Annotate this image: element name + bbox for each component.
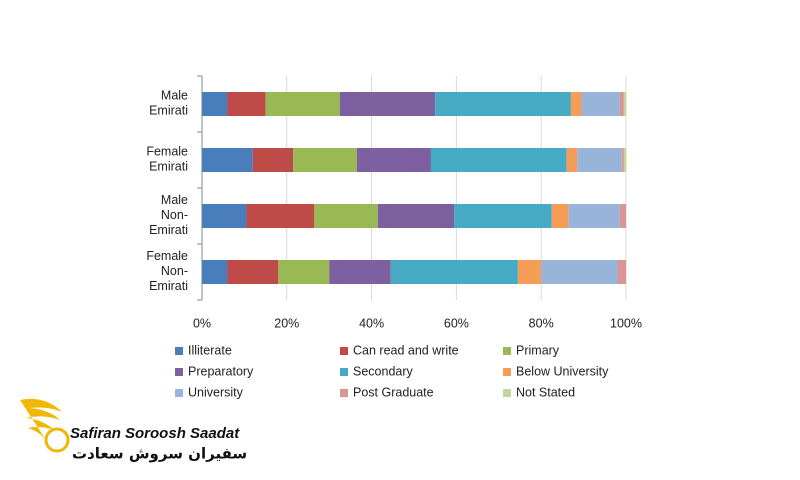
bar-segment: [252, 148, 294, 172]
bar-segment: [202, 204, 247, 228]
y-tick-label: Female Emirati: [146, 145, 188, 174]
legend-swatch: [175, 389, 183, 397]
legend-label: University: [188, 385, 244, 399]
x-tick-label: 80%: [529, 316, 554, 330]
bar-segment: [623, 148, 626, 172]
bar-segment: [623, 92, 626, 116]
logo-persian: سفیران سروش سعادت: [72, 445, 247, 463]
bar-segment: [577, 148, 622, 172]
legend-swatch: [503, 347, 511, 355]
legend-swatch: [340, 347, 348, 355]
bar-segment: [454, 204, 552, 228]
bar-segment: [581, 92, 620, 116]
logo-ring: [44, 427, 70, 453]
bar-segment: [227, 92, 266, 116]
bar-segment: [435, 92, 571, 116]
legend-swatch: [175, 347, 183, 355]
x-tick-label: 60%: [444, 316, 469, 330]
bar-segment: [619, 204, 626, 228]
bar-segment: [570, 92, 582, 116]
bar-segment: [339, 92, 436, 116]
bar-segment: [356, 148, 431, 172]
legend-label: Post Graduate: [353, 385, 434, 399]
legend-swatch: [503, 368, 511, 376]
bar-segment: [278, 260, 330, 284]
legend-label: Can read and write: [353, 343, 459, 357]
bar-segment: [517, 260, 542, 284]
legend-label: Below University: [516, 364, 609, 378]
bar-segment: [568, 204, 620, 228]
bar-segment: [265, 92, 340, 116]
bar-segment: [621, 148, 624, 172]
legend-label: Not Stated: [516, 385, 575, 399]
legend-label: Preparatory: [188, 364, 254, 378]
x-tick-label: 0%: [193, 316, 211, 330]
bar-segment: [430, 148, 567, 172]
legend-swatch: [503, 389, 511, 397]
bar-segment: [541, 260, 618, 284]
bar-segment: [377, 204, 455, 228]
x-tick-label: 40%: [359, 316, 384, 330]
bar-segment: [202, 92, 228, 116]
y-tick-label: Male Emirati: [149, 89, 188, 118]
bar-segment: [566, 148, 578, 172]
bar-segment: [390, 260, 518, 284]
y-tick-label: Male Non-Emirati: [149, 193, 188, 237]
legend-label: Secondary: [353, 364, 414, 378]
bar-segment: [202, 148, 253, 172]
bar-segment: [202, 260, 228, 284]
legend-swatch: [340, 368, 348, 376]
y-tick-label: Female Non-Emirati: [146, 249, 188, 293]
bar-segment: [619, 92, 624, 116]
x-tick-label: 100%: [610, 316, 642, 330]
bar-segment: [617, 260, 626, 284]
legend-swatch: [175, 368, 183, 376]
bar-segment: [293, 148, 357, 172]
bar-segment: [551, 204, 569, 228]
x-tick-label: 20%: [274, 316, 299, 330]
bar-segment: [227, 260, 279, 284]
legend-swatch: [340, 389, 348, 397]
legend-label: Illiterate: [188, 343, 232, 357]
logo: Safiran Soroosh Saadat سفیران سروش سعادت: [20, 398, 247, 463]
logo-wing: [20, 398, 62, 440]
logo-name: Safiran Soroosh Saadat: [70, 425, 240, 442]
bar-segment: [246, 204, 315, 228]
legend-label: Primary: [516, 343, 560, 357]
bar-segment: [314, 204, 378, 228]
bar-segment: [329, 260, 391, 284]
